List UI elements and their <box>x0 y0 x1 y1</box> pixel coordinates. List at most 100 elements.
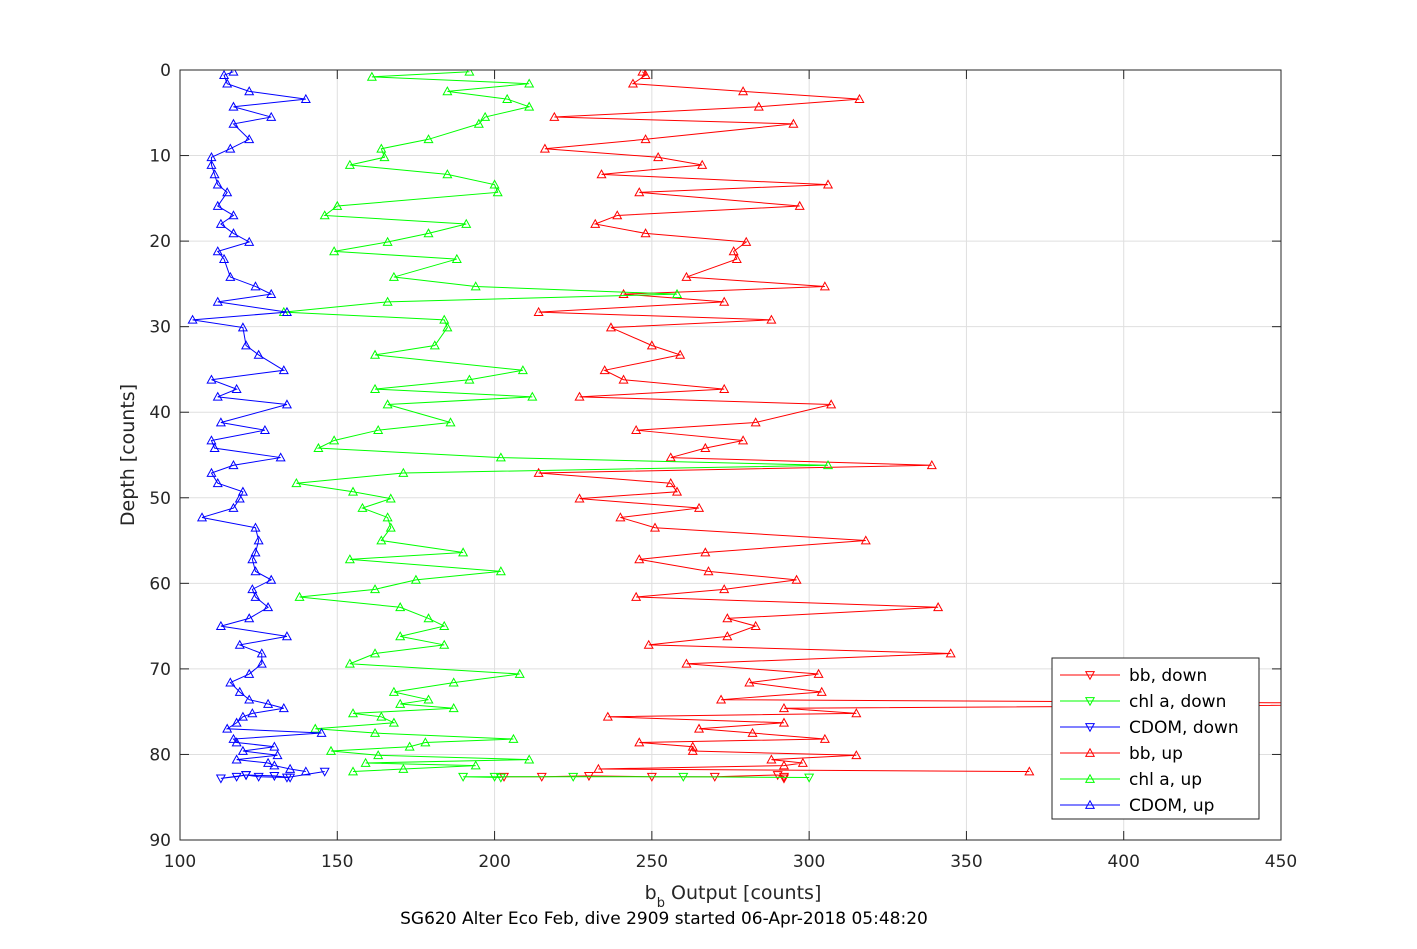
data-point <box>524 101 535 111</box>
y-tick-label: 0 <box>160 61 171 81</box>
data-point <box>448 703 459 713</box>
data-point <box>237 711 248 721</box>
data-point <box>439 620 450 630</box>
data-point <box>492 187 503 197</box>
legend-item-chl-a-down[interactable]: chl a, down <box>1060 692 1226 712</box>
data-point <box>228 101 239 111</box>
y-tick-label: 80 <box>149 745 171 765</box>
data-point <box>819 281 830 291</box>
data-point <box>228 228 239 238</box>
legend-box <box>1051 657 1260 820</box>
data-point <box>822 460 834 470</box>
data-point <box>263 602 274 612</box>
series-line <box>220 771 325 779</box>
legend[interactable]: bb, down chl a, down CDOM, down bb, up chl a… <box>1051 657 1260 820</box>
data-point <box>933 602 944 612</box>
legend-item-cdom-down[interactable]: CDOM, down <box>1060 718 1239 738</box>
data-point <box>316 727 327 737</box>
data-point <box>826 399 837 409</box>
data-point <box>495 773 506 783</box>
legend-item-chl-a-up[interactable]: chl a, up <box>1060 770 1202 790</box>
data-point <box>319 210 330 220</box>
data-point <box>612 210 623 220</box>
data-point <box>703 566 714 576</box>
x-axis-title-subscript: b <box>657 896 665 911</box>
data-point <box>325 745 337 755</box>
series-cdom-down <box>215 767 330 784</box>
data-point <box>926 460 937 470</box>
y-tick-label: 40 <box>149 403 171 423</box>
data-point <box>804 773 815 783</box>
data-point <box>187 314 198 324</box>
data-point <box>319 767 330 777</box>
data-point <box>291 478 302 488</box>
data-point <box>281 399 293 409</box>
data-point <box>266 574 277 584</box>
y-tick-label: 30 <box>149 318 171 338</box>
data-point <box>244 236 255 246</box>
data-point <box>791 574 802 584</box>
data-point <box>514 668 525 678</box>
data-point <box>458 547 469 557</box>
data-point <box>728 246 739 256</box>
data-point <box>247 584 258 594</box>
data-point <box>222 723 233 733</box>
data-point <box>634 737 645 747</box>
data-point <box>693 723 705 733</box>
data-point <box>382 236 393 246</box>
x-tick-label: 450 <box>1265 852 1297 872</box>
data-point <box>388 271 399 281</box>
data-point <box>495 452 506 462</box>
data-point <box>212 179 223 189</box>
data-point <box>731 253 742 263</box>
data-point <box>618 288 629 299</box>
data-point <box>404 741 415 751</box>
data-point <box>778 774 790 784</box>
data-point <box>480 111 491 121</box>
data-point <box>778 703 790 713</box>
data-point <box>215 620 226 630</box>
data-point <box>259 424 270 435</box>
data-point <box>234 639 245 649</box>
data-point <box>448 677 459 687</box>
data-point <box>678 772 689 782</box>
data-point <box>285 763 296 773</box>
data-point <box>489 179 500 189</box>
data-point <box>634 554 645 564</box>
data-point <box>618 374 629 384</box>
series-chl-a-down <box>458 772 815 783</box>
data-point <box>196 512 208 522</box>
data-point <box>294 591 305 601</box>
data-point <box>237 486 248 496</box>
data-point <box>266 111 277 121</box>
data-point <box>347 708 359 718</box>
legend-label: bb, up <box>1129 744 1183 764</box>
data-point <box>228 733 239 743</box>
data-point <box>539 143 550 153</box>
data-point <box>269 741 280 751</box>
data-point <box>442 86 453 96</box>
data-point <box>395 698 406 708</box>
data-point <box>250 591 261 601</box>
data-point <box>398 467 409 477</box>
data-point <box>281 631 293 641</box>
data-point <box>376 711 387 721</box>
data-point <box>640 134 651 144</box>
data-point <box>599 365 610 375</box>
legend-item-bb-down[interactable]: bb, down <box>1060 666 1207 686</box>
legend-item-cdom-up[interactable]: CDOM, up <box>1060 796 1214 816</box>
data-point <box>369 383 381 393</box>
data-point <box>741 236 752 246</box>
series-bb-up <box>533 70 1281 776</box>
data-point <box>332 200 343 210</box>
data-point <box>228 118 239 128</box>
data-point <box>750 620 761 630</box>
data-point <box>231 383 242 393</box>
data-point <box>241 771 252 781</box>
data-point <box>766 314 777 324</box>
data-point <box>382 512 393 522</box>
legend-item-bb-up[interactable]: bb, up <box>1060 744 1183 764</box>
data-point <box>700 547 711 557</box>
data-point <box>637 70 648 76</box>
data-point <box>851 708 862 718</box>
